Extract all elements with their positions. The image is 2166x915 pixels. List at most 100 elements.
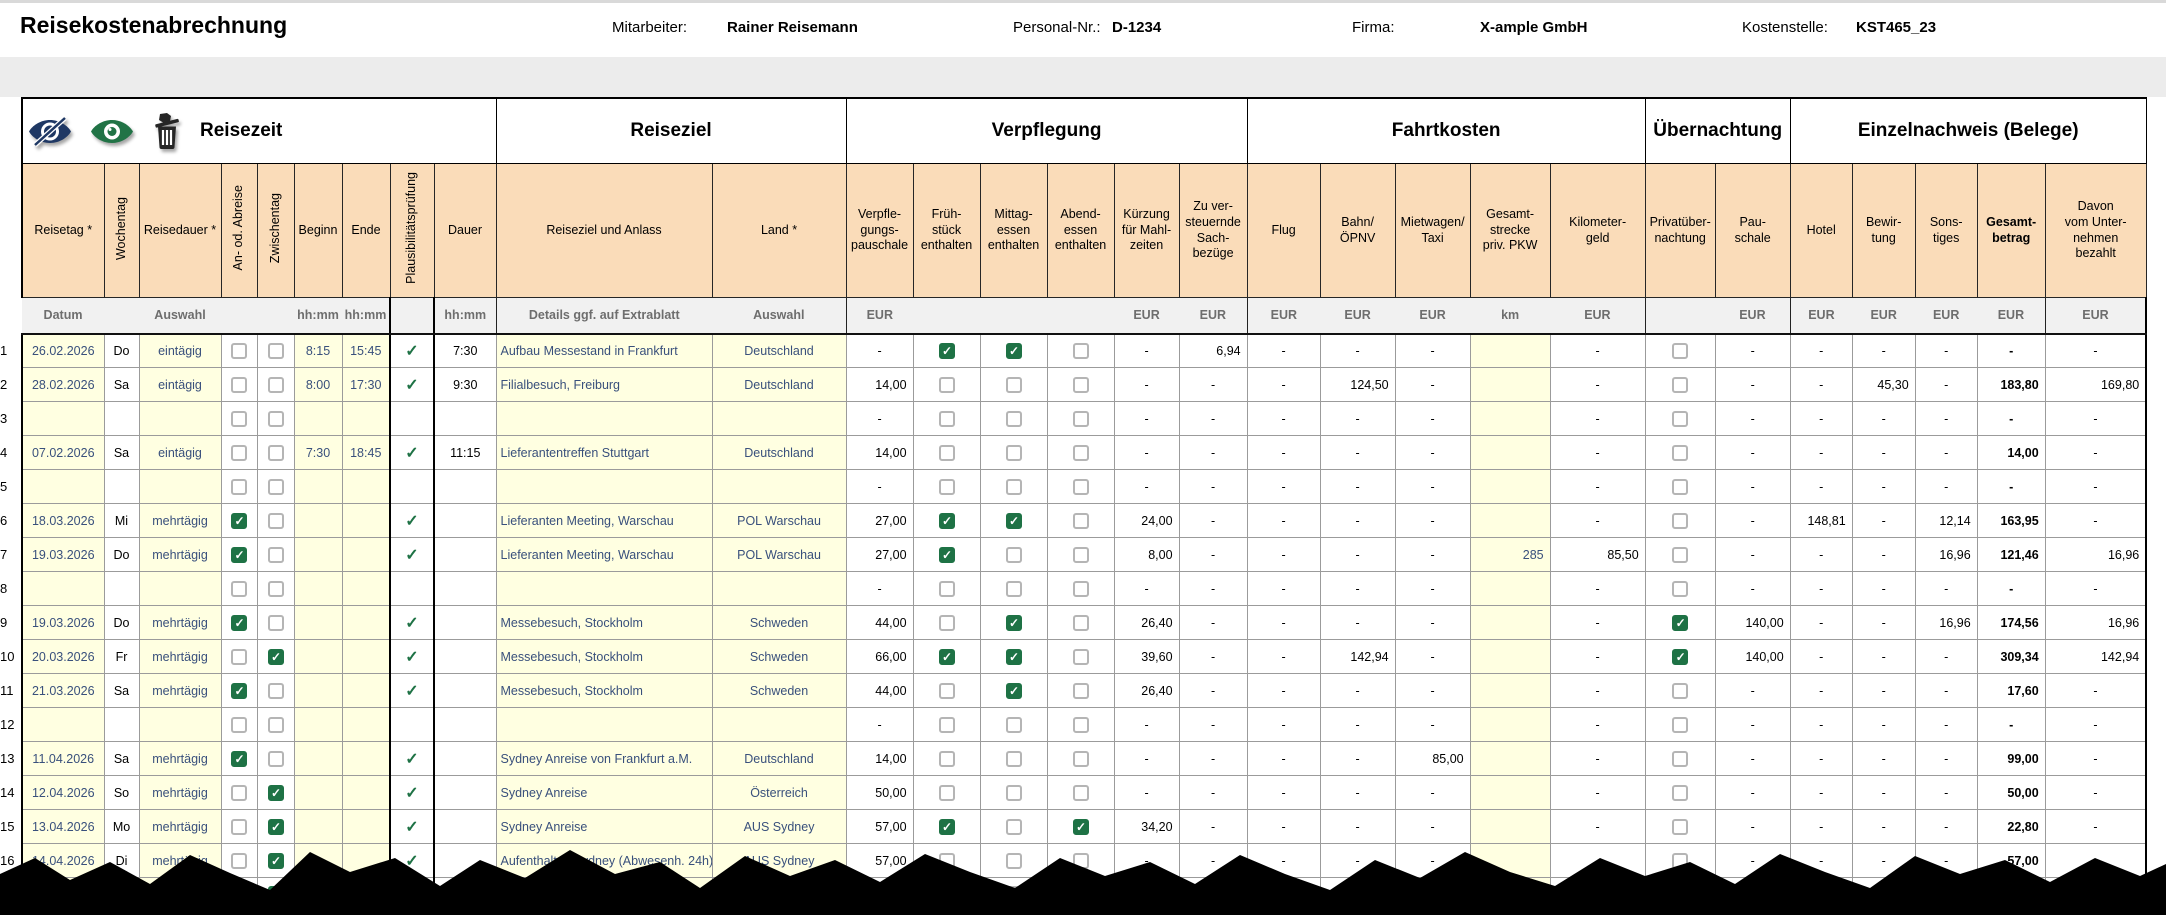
cell-ende[interactable]	[341, 741, 391, 776]
cell-beginn[interactable]	[293, 571, 343, 606]
checkbox-mittagessen[interactable]	[1005, 716, 1022, 733]
cell-km[interactable]: 285	[1469, 537, 1551, 572]
checkbox-an_abreise[interactable]	[231, 682, 247, 699]
cell-reisetag[interactable]: 19.03.2026	[21, 537, 105, 572]
cell-km[interactable]	[1469, 843, 1551, 878]
checkbox-zwischentag[interactable]	[267, 886, 284, 903]
cell-reisetag[interactable]: 20.03.2026	[21, 639, 105, 674]
cell-beginn[interactable]	[293, 673, 343, 708]
cell-anlass[interactable]	[495, 571, 713, 606]
cell-ende[interactable]	[341, 503, 391, 538]
checkbox-abendessen[interactable]	[1072, 648, 1089, 665]
cell-land[interactable]: Schweden	[711, 673, 847, 708]
checkbox-an_abreise[interactable]	[231, 750, 247, 767]
cell-ende[interactable]: 17:30	[341, 367, 391, 402]
checkbox-privatuebernachtung[interactable]	[1672, 614, 1689, 631]
checkbox-fruehstueck[interactable]	[938, 342, 955, 359]
checkbox-privatuebernachtung[interactable]	[1672, 784, 1689, 801]
checkbox-privatuebernachtung[interactable]	[1672, 750, 1689, 767]
cell-reisetag[interactable]: 21.03.2026	[21, 673, 105, 708]
cell-beginn[interactable]	[293, 741, 343, 776]
checkbox-mittagessen[interactable]	[1005, 376, 1022, 393]
cell-ende[interactable]	[341, 571, 391, 606]
cell-ende[interactable]	[341, 673, 391, 708]
cell-reisedauer[interactable]	[138, 571, 222, 606]
hide-rows-button[interactable]	[27, 115, 73, 147]
cell-ende[interactable]	[341, 537, 391, 572]
checkbox-zwischentag[interactable]	[267, 784, 284, 801]
checkbox-privatuebernachtung[interactable]	[1672, 682, 1689, 699]
cell-reisetag[interactable]: 13.04.2026	[21, 809, 105, 844]
checkbox-zwischentag[interactable]	[267, 716, 284, 733]
checkbox-zwischentag[interactable]	[267, 546, 284, 563]
cell-beginn[interactable]	[293, 639, 343, 674]
cell-reisedauer[interactable]: mehrtägig	[138, 741, 222, 776]
cell-reisetag[interactable]	[21, 707, 105, 742]
cell-anlass[interactable]	[495, 401, 713, 436]
cell-reisedauer[interactable]	[138, 469, 222, 504]
checkbox-abendessen[interactable]	[1072, 750, 1089, 767]
cell-km[interactable]	[1469, 775, 1551, 810]
cell-beginn[interactable]	[293, 537, 343, 572]
cell-km[interactable]	[1469, 673, 1551, 708]
checkbox-abendessen[interactable]	[1072, 376, 1089, 393]
cell-km[interactable]	[1469, 401, 1551, 436]
checkbox-zwischentag[interactable]	[267, 342, 284, 359]
cell-land[interactable]: AUS Sydney	[711, 809, 847, 844]
checkbox-mittagessen[interactable]	[1005, 750, 1022, 767]
checkbox-mittagessen[interactable]	[1005, 444, 1022, 461]
cell-beginn[interactable]: 8:00	[293, 367, 343, 402]
checkbox-abendessen[interactable]	[1072, 886, 1089, 903]
checkbox-an_abreise[interactable]	[231, 478, 247, 495]
cell-land[interactable]	[711, 401, 847, 436]
checkbox-mittagessen[interactable]	[1005, 682, 1022, 699]
checkbox-zwischentag[interactable]	[267, 444, 284, 461]
checkbox-fruehstueck[interactable]	[938, 478, 955, 495]
cell-beginn[interactable]	[293, 469, 343, 504]
cell-reisetag[interactable]: 07.02.2026	[21, 435, 105, 470]
checkbox-fruehstueck[interactable]	[938, 410, 955, 427]
cell-reisetag[interactable]: 26.02.2026	[21, 333, 105, 368]
cell-anlass[interactable]: Messebesuch, Stockholm	[495, 673, 713, 708]
cell-beginn[interactable]: 8:15	[293, 333, 343, 368]
cell-km[interactable]	[1469, 639, 1551, 674]
cell-reisedauer[interactable]: mehrtägig	[138, 639, 222, 674]
cell-land[interactable]: Deutschland	[711, 367, 847, 402]
checkbox-an_abreise[interactable]	[231, 886, 247, 903]
checkbox-zwischentag[interactable]	[267, 512, 284, 529]
checkbox-an_abreise[interactable]	[231, 784, 247, 801]
cell-reisedauer[interactable]: mehrtägig	[138, 877, 222, 913]
checkbox-an_abreise[interactable]	[231, 410, 247, 427]
cell-ende[interactable]: 18:45	[341, 435, 391, 470]
checkbox-an_abreise[interactable]	[231, 580, 247, 597]
checkbox-abendessen[interactable]	[1072, 614, 1089, 631]
cell-ende[interactable]	[341, 639, 391, 674]
cell-beginn[interactable]: 7:30	[293, 435, 343, 470]
cell-beginn[interactable]	[293, 775, 343, 810]
checkbox-mittagessen[interactable]	[1005, 784, 1022, 801]
checkbox-fruehstueck[interactable]	[938, 818, 955, 835]
cell-reisedauer[interactable]: mehrtägig	[138, 775, 222, 810]
cell-anlass[interactable]: Aufenthalt in Sydney (Abwesenh. 24h)	[495, 877, 713, 913]
checkbox-zwischentag[interactable]	[267, 410, 284, 427]
checkbox-zwischentag[interactable]	[267, 648, 284, 665]
checkbox-abendessen[interactable]	[1072, 818, 1089, 835]
checkbox-fruehstueck[interactable]	[938, 614, 955, 631]
cell-reisedauer[interactable]: eintägig	[138, 435, 222, 470]
cell-ende[interactable]	[341, 809, 391, 844]
checkbox-privatuebernachtung[interactable]	[1672, 376, 1689, 393]
checkbox-abendessen[interactable]	[1072, 682, 1089, 699]
cell-anlass[interactable]: Messebesuch, Stockholm	[495, 605, 713, 640]
cell-land[interactable]: AUS Sydney	[711, 843, 847, 878]
cell-km[interactable]	[1469, 741, 1551, 776]
checkbox-fruehstueck[interactable]	[938, 546, 955, 563]
cell-ende[interactable]: 15:45	[341, 333, 391, 368]
cell-reisetag[interactable]: 18.03.2026	[21, 503, 105, 538]
checkbox-zwischentag[interactable]	[267, 750, 284, 767]
cell-beginn[interactable]	[293, 877, 343, 913]
checkbox-an_abreise[interactable]	[231, 818, 247, 835]
cell-reisetag[interactable]: 12.04.2026	[21, 775, 105, 810]
checkbox-zwischentag[interactable]	[267, 682, 284, 699]
delete-row-button[interactable]	[151, 112, 182, 150]
cell-ende[interactable]	[341, 605, 391, 640]
